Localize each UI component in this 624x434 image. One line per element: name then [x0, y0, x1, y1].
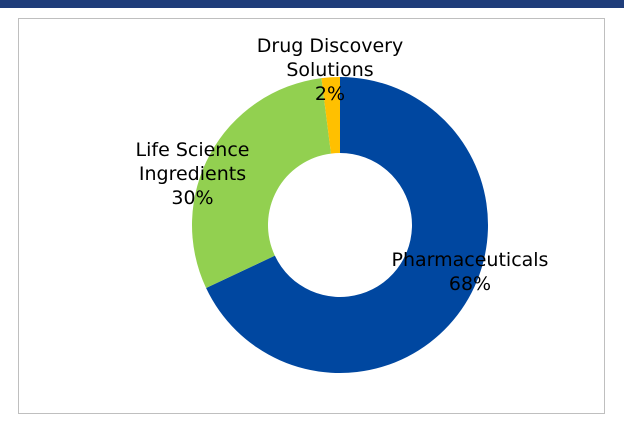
slice-label: Life Science Ingredients 30% — [110, 138, 275, 210]
header-bar — [0, 0, 624, 8]
chart-frame — [18, 18, 605, 414]
donut-slice — [206, 77, 488, 374]
category-label: Pharmaceuticals — [391, 249, 549, 271]
slice-label: Drug Discovery Solutions 2% — [225, 34, 435, 106]
category-label: Life Science Ingredients — [135, 139, 250, 185]
slice-label: Pharmaceuticals 68% — [365, 248, 575, 296]
value-label: 68% — [448, 273, 492, 295]
category-label: Drug Discovery Solutions — [256, 35, 404, 81]
value-label: 2% — [314, 83, 346, 105]
donut-slice — [321, 77, 340, 154]
donut-slice — [192, 78, 331, 289]
value-label: 30% — [171, 187, 214, 209]
